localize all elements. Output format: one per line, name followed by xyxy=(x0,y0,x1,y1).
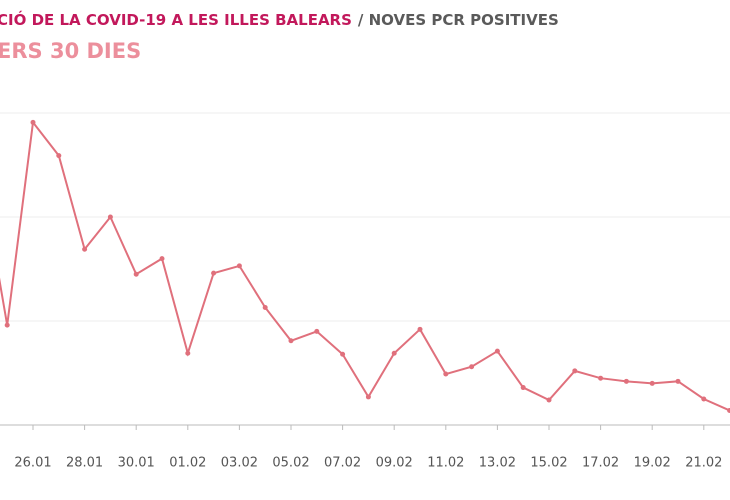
data-point xyxy=(133,271,139,277)
data-point xyxy=(391,350,397,356)
data-point xyxy=(417,326,423,332)
x-tick-label: 30.01 xyxy=(118,456,155,471)
data-point xyxy=(469,364,475,370)
title-suffix: / NOVES PCR POSITIVES xyxy=(358,11,559,29)
data-point xyxy=(340,351,346,357)
data-point xyxy=(30,119,36,125)
data-point xyxy=(107,214,113,220)
data-point xyxy=(546,397,552,403)
chart-subtitle: ERS 30 DIES xyxy=(0,39,141,63)
data-point xyxy=(494,348,500,354)
x-tick-label: 01.02 xyxy=(169,456,206,471)
data-point xyxy=(236,263,242,269)
x-tick-label: 28.01 xyxy=(66,456,103,471)
data-point xyxy=(314,328,320,334)
data-point xyxy=(159,256,165,262)
x-tick-label: 13.02 xyxy=(479,456,516,471)
x-tick-label: 07.02 xyxy=(324,456,361,471)
data-point xyxy=(262,304,268,310)
data-point xyxy=(82,246,88,252)
title-main: CIÓ DE LA COVID-19 A LES ILLES BALEARS xyxy=(0,10,352,29)
data-point xyxy=(365,394,371,400)
line-series xyxy=(0,119,730,412)
data-point xyxy=(185,350,191,356)
x-tick-label: 19.02 xyxy=(634,456,671,471)
data-point xyxy=(520,385,526,391)
x-tick-label: 03.02 xyxy=(221,456,258,471)
x-tick-label: 15.02 xyxy=(530,456,567,471)
data-point xyxy=(288,338,294,344)
data-point xyxy=(623,378,629,384)
x-tick-label: 17.02 xyxy=(582,456,619,471)
data-point xyxy=(443,371,449,377)
data-point xyxy=(56,153,62,159)
data-point xyxy=(701,396,707,402)
data-point xyxy=(4,322,10,328)
x-tick-label: 26.01 xyxy=(14,456,51,471)
data-point xyxy=(649,380,655,386)
x-tick-label: 21.02 xyxy=(685,456,722,471)
x-tick-label: 05.02 xyxy=(272,456,309,471)
chart-title: CIÓ DE LA COVID-19 A LES ILLES BALEARS / … xyxy=(0,10,559,29)
x-tick-label: 09.02 xyxy=(376,456,413,471)
data-point xyxy=(727,407,730,413)
data-point xyxy=(675,378,681,384)
data-point xyxy=(572,368,578,374)
data-point xyxy=(211,270,217,276)
data-point xyxy=(598,375,604,381)
x-tick-label: 11.02 xyxy=(427,456,464,471)
